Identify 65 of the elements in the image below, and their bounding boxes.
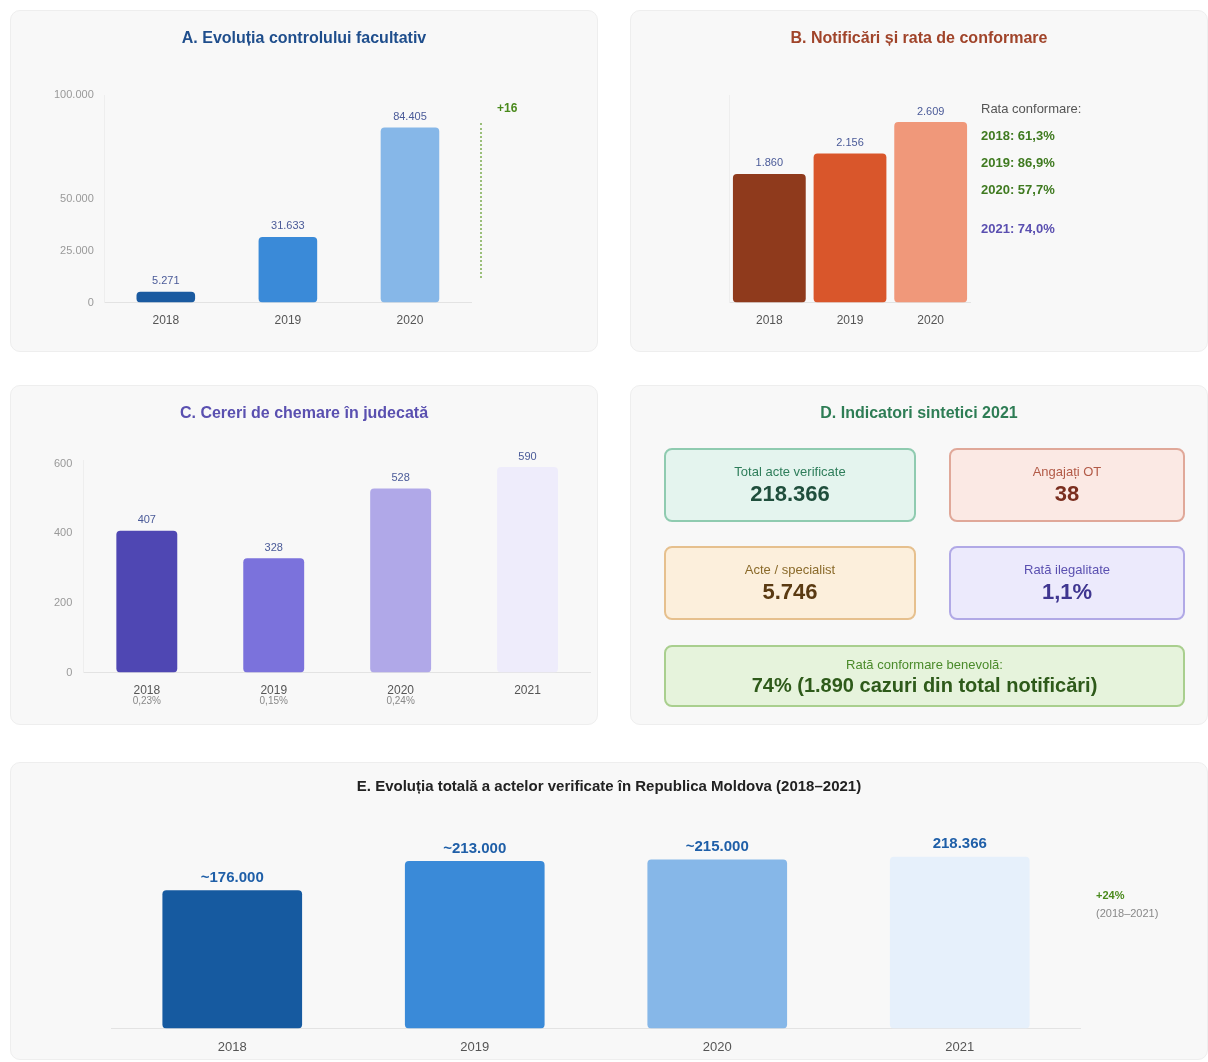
x-tick-label: 2021	[945, 1038, 975, 1054]
x-tick-label: 2020	[917, 313, 945, 328]
y-tick-label: 0	[66, 665, 73, 678]
x-tick-label: 2020	[396, 313, 424, 328]
text: 2021: 74,0%	[981, 221, 1055, 236]
y-tick-label: 50.000	[60, 191, 94, 204]
x-tick-label: 2019	[274, 313, 302, 328]
x-tick-label: 2019	[836, 313, 864, 328]
text: +24%	[1096, 889, 1125, 901]
text: +16	[497, 101, 518, 115]
data-label: 528	[391, 471, 410, 484]
data-label: 31.633	[271, 219, 305, 232]
indicator-card: Rată conformare benevolă: 74% (1.890 cazuri din total notificări)	[664, 645, 1185, 707]
text: 2019: 86,9%	[981, 155, 1055, 170]
data-label: 590	[518, 449, 537, 462]
y-tick-label: 25.000	[60, 243, 94, 256]
bar	[136, 291, 196, 303]
text: (2018–2021)	[1096, 907, 1159, 919]
y-tick-label: 600	[53, 456, 73, 469]
text: 2020: 57,7%	[981, 182, 1055, 197]
bar	[258, 236, 318, 303]
y-tick-label: 200	[53, 595, 73, 608]
y-tick-label: 0	[87, 295, 94, 308]
indicator-card: Total acte verificate 218.366	[664, 448, 916, 522]
data-label: 1.860	[755, 156, 784, 169]
x-tick-label: 2018	[755, 313, 783, 328]
bar	[243, 558, 305, 673]
chart-title: C. Cereri de chemare în judecată	[178, 404, 430, 422]
chart-title: B. Notificări și rata de conformare	[789, 29, 1049, 47]
text: 0,15%	[259, 695, 288, 707]
bar	[116, 530, 178, 673]
chart-title: A. Evoluția controlului facultativ	[180, 29, 428, 47]
indicator-card: Acte / specialist 5.746	[664, 546, 916, 620]
indicator-card: Rată ilegalitate 1,1%	[949, 546, 1185, 620]
x-tick-label: 2020	[702, 1038, 732, 1054]
data-label: 407	[137, 513, 156, 526]
bar	[889, 856, 1030, 1029]
x-tick-label: 2021	[514, 683, 542, 698]
y-tick-label: 400	[53, 526, 73, 539]
bar	[380, 127, 440, 303]
text: D. Indicatori sintetici 2021	[819, 404, 1019, 422]
data-label: ~215.000	[685, 837, 749, 855]
data-label: ~176.000	[200, 867, 264, 885]
data-label: 2.609	[916, 104, 945, 117]
data-label: 2.156	[836, 135, 864, 148]
bar	[162, 890, 303, 1029]
x-tick-label: 2018	[217, 1038, 247, 1054]
chart-title: E. Evoluția totală a actelor verificate în Republica Moldova (2018–2021)	[355, 777, 863, 794]
indicator-card: Angajați OT 38	[949, 448, 1185, 522]
data-label: 218.366	[932, 834, 987, 852]
data-label: 5.271	[152, 274, 180, 287]
text: Rata conformare:	[981, 101, 1082, 116]
x-tick-label: 2019	[460, 1038, 490, 1054]
bar	[370, 488, 432, 673]
data-label: 328	[264, 540, 283, 553]
text: 0,23%	[132, 695, 162, 707]
bar	[404, 861, 545, 1029]
y-tick-label: 100.000	[54, 88, 94, 101]
text: 2018: 61,3%	[981, 128, 1055, 143]
data-label: 84.405	[393, 109, 427, 122]
data-label: ~213.000	[443, 838, 507, 856]
x-tick-label: 2018	[152, 313, 180, 328]
bar	[647, 859, 788, 1029]
text: 0,24%	[386, 695, 415, 707]
bar	[497, 466, 558, 673]
